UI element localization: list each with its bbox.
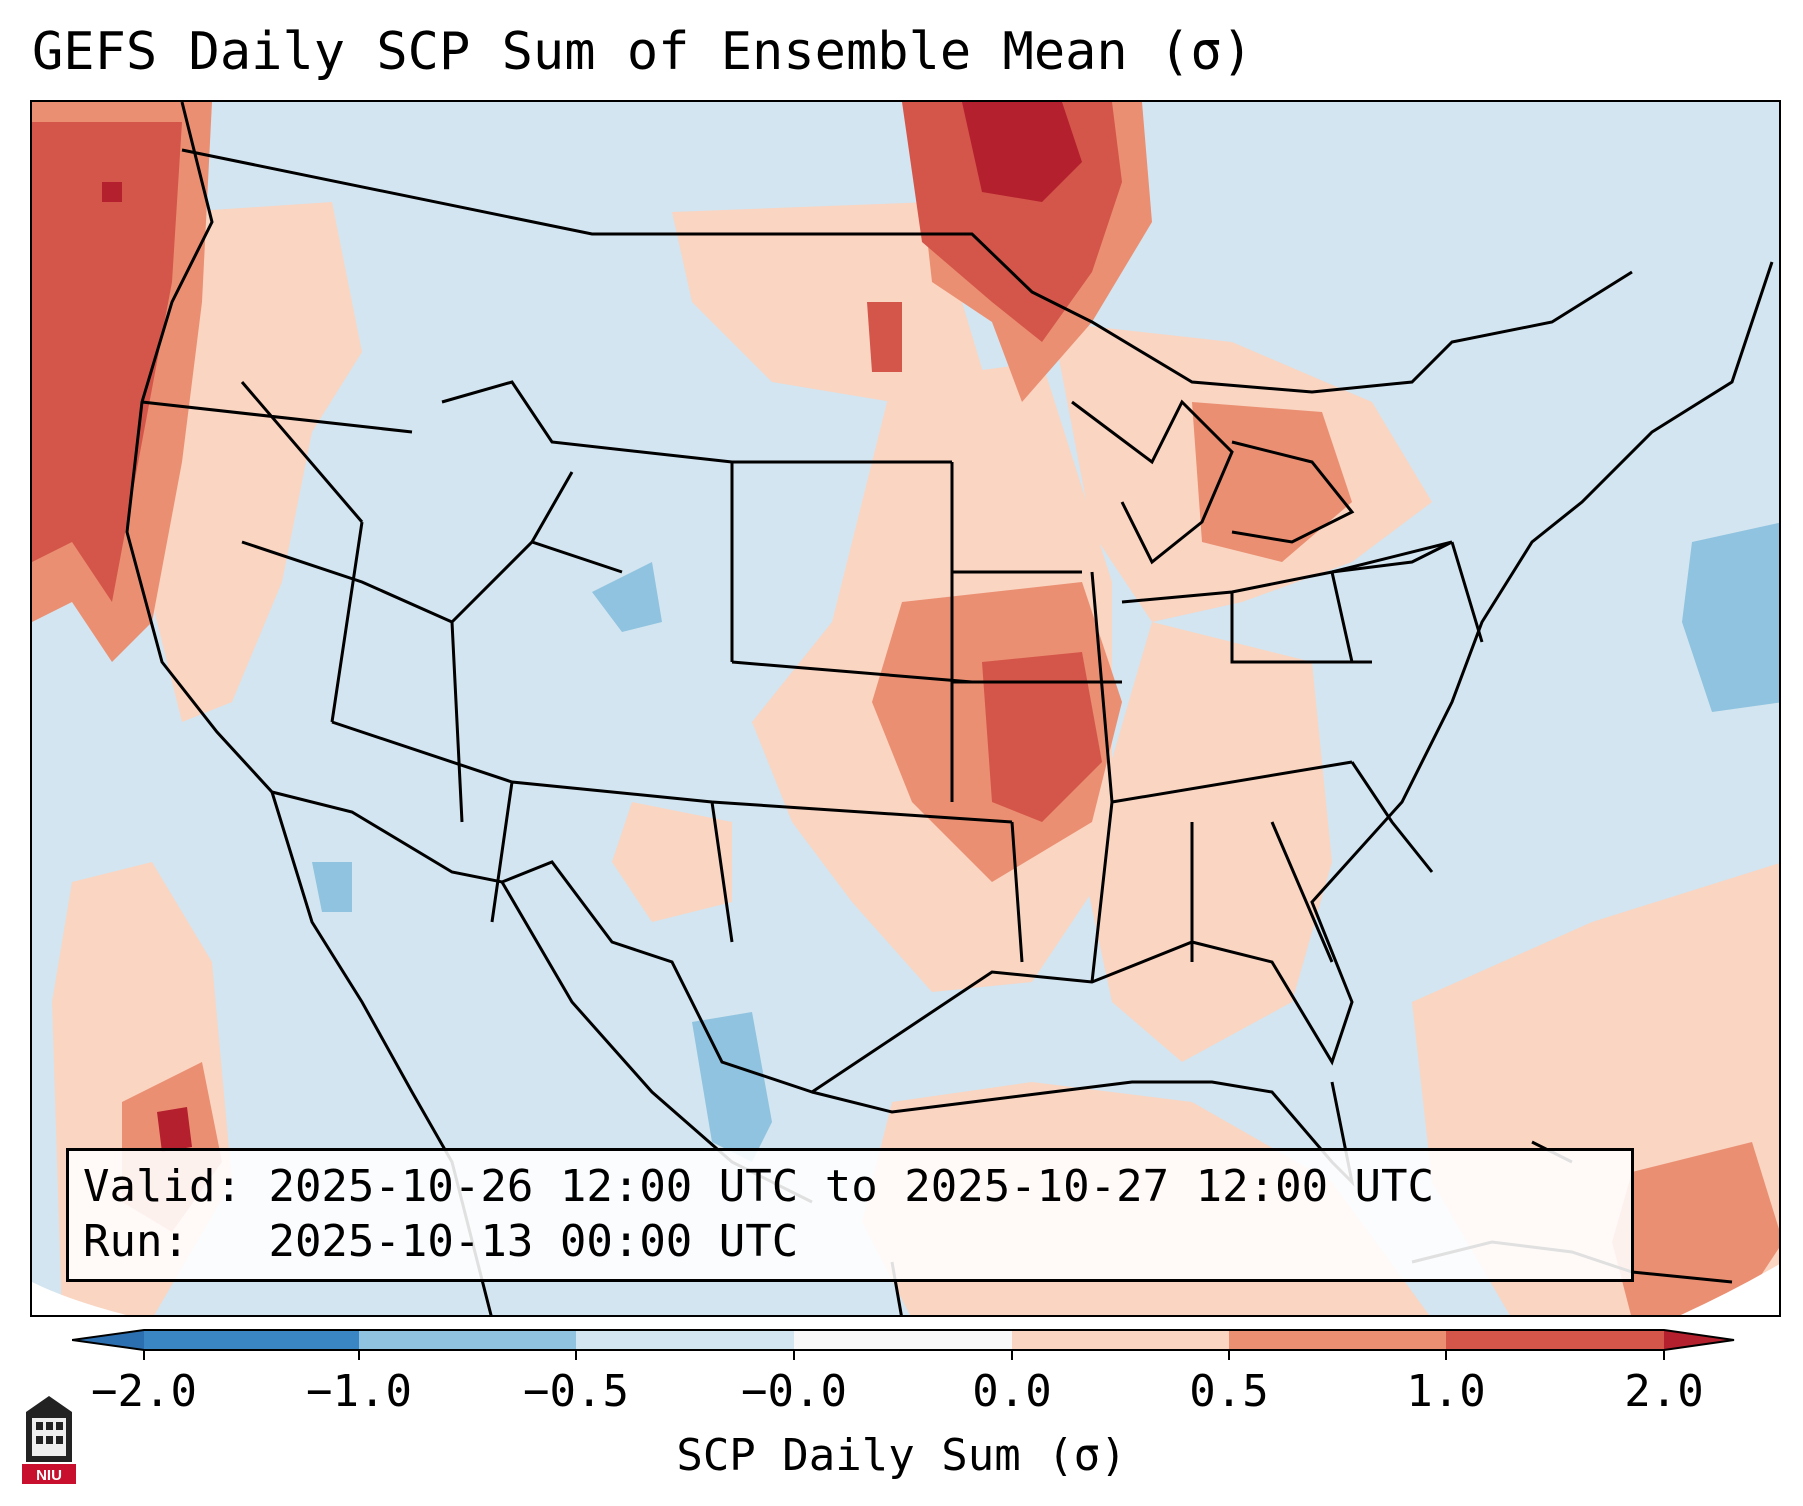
great-lakes-shore	[1071, 399, 1453, 574]
colorbar-bin-1	[359, 1330, 576, 1350]
colorbar-tick-label: −2.0	[91, 1366, 197, 1417]
validity-info-box: Valid: 2025-10-26 12:00 UTC to 2025-10-2…	[66, 1148, 1634, 1282]
colorbar-under-extend	[72, 1330, 144, 1350]
colorbar-tick-label: −0.5	[523, 1366, 629, 1417]
anomaly-patch-baja-extreme	[157, 1107, 192, 1152]
colorbar-tick-label: 1.0	[1406, 1366, 1486, 1417]
run-label: Run:	[83, 1216, 189, 1267]
canada-border	[181, 148, 1633, 394]
anomaly-patch-north-central	[672, 202, 992, 402]
niu-building-icon: NIU	[22, 1396, 76, 1484]
anomaly-patch-minnesota-extreme	[962, 102, 1082, 202]
colorbar-tick-label: 0.5	[1189, 1366, 1269, 1417]
map-svg	[32, 102, 1779, 1315]
colorbar-tick-label: −0.0	[741, 1366, 847, 1417]
niu-logo: NIU	[20, 1394, 78, 1486]
anomaly-patch-mexico-negative	[692, 1012, 772, 1162]
colorbar-bin-2	[576, 1330, 794, 1350]
anomaly-patch-dakota-strong	[867, 302, 902, 372]
us-outline	[125, 102, 1774, 1094]
run-value: 2025-10-13 00:00 UTC	[268, 1216, 799, 1267]
anomaly-patch-pnw-extreme	[102, 182, 122, 202]
projection-mask-left	[32, 1282, 127, 1315]
anomaly-patch-caribbean-medium	[1612, 1142, 1779, 1315]
state-lines-east	[1121, 540, 1484, 963]
anomaly-patch-southeast	[1082, 622, 1332, 1062]
anomaly-patch-missouri-strong	[982, 652, 1102, 822]
valid-label: Valid:	[83, 1161, 242, 1212]
colorbar-label: SCP Daily Sum (σ)	[676, 1430, 1127, 1481]
chart-title: GEFS Daily SCP Sum of Ensemble Mean (σ)	[32, 22, 1253, 82]
colorbar	[72, 1329, 1735, 1360]
colorbar-bin-6	[1446, 1330, 1664, 1350]
projection-mask-right	[1680, 1264, 1779, 1315]
anomaly-patch-colorado-negative	[592, 562, 662, 632]
colorbar-bin-3	[794, 1330, 1012, 1350]
colorbar-tick-label: −1.0	[306, 1366, 412, 1417]
colorbar-tick-label: 2.0	[1624, 1366, 1704, 1417]
valid-value: 2025-10-26 12:00 UTC to 2025-10-27 12:00…	[268, 1161, 1435, 1212]
state-lines-central	[711, 460, 1353, 983]
colorbar-bin-0	[144, 1330, 359, 1350]
map-panel	[30, 100, 1781, 1317]
colorbar-tick-label: 0.0	[972, 1366, 1052, 1417]
state-lines-west	[141, 380, 734, 943]
logo-text: NIU	[36, 1467, 62, 1484]
colorbar-bin-5	[1229, 1330, 1446, 1350]
anomaly-patch-baja-negative	[312, 862, 352, 912]
anomaly-patch-atlantic-negative	[1682, 522, 1779, 712]
colorbar-bin-4	[1012, 1330, 1229, 1350]
anomaly-patch-new-mexico	[612, 802, 732, 922]
anomaly-patch-pnw-strong	[32, 122, 182, 602]
colorbar-over-extend	[1664, 1330, 1734, 1350]
